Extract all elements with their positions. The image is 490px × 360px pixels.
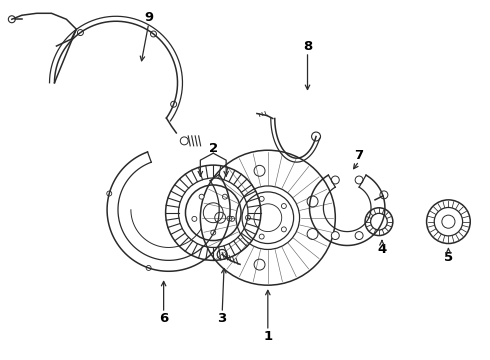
Circle shape xyxy=(245,215,250,220)
Circle shape xyxy=(222,194,227,199)
Circle shape xyxy=(230,216,235,221)
Circle shape xyxy=(107,191,112,196)
Circle shape xyxy=(281,227,286,232)
Circle shape xyxy=(217,249,227,260)
Text: 3: 3 xyxy=(218,312,227,325)
Text: 6: 6 xyxy=(159,312,168,325)
Text: 5: 5 xyxy=(444,251,453,264)
Circle shape xyxy=(146,265,151,270)
Circle shape xyxy=(355,231,363,239)
Circle shape xyxy=(199,194,204,199)
Circle shape xyxy=(180,137,188,145)
Text: 9: 9 xyxy=(144,11,153,24)
Circle shape xyxy=(331,176,339,184)
Circle shape xyxy=(227,216,232,221)
Circle shape xyxy=(150,31,156,37)
Circle shape xyxy=(77,30,83,36)
Circle shape xyxy=(171,101,176,107)
Circle shape xyxy=(355,176,363,184)
Circle shape xyxy=(259,234,264,239)
Text: 1: 1 xyxy=(263,330,272,343)
Circle shape xyxy=(331,231,339,239)
Circle shape xyxy=(281,203,286,208)
Circle shape xyxy=(312,132,320,141)
Text: 2: 2 xyxy=(209,142,218,155)
Text: 7: 7 xyxy=(355,149,364,162)
Circle shape xyxy=(211,230,216,235)
Circle shape xyxy=(259,196,264,201)
Circle shape xyxy=(8,16,15,23)
Circle shape xyxy=(380,191,388,199)
Text: 4: 4 xyxy=(377,243,387,256)
Circle shape xyxy=(192,216,197,221)
Text: 8: 8 xyxy=(303,40,312,53)
